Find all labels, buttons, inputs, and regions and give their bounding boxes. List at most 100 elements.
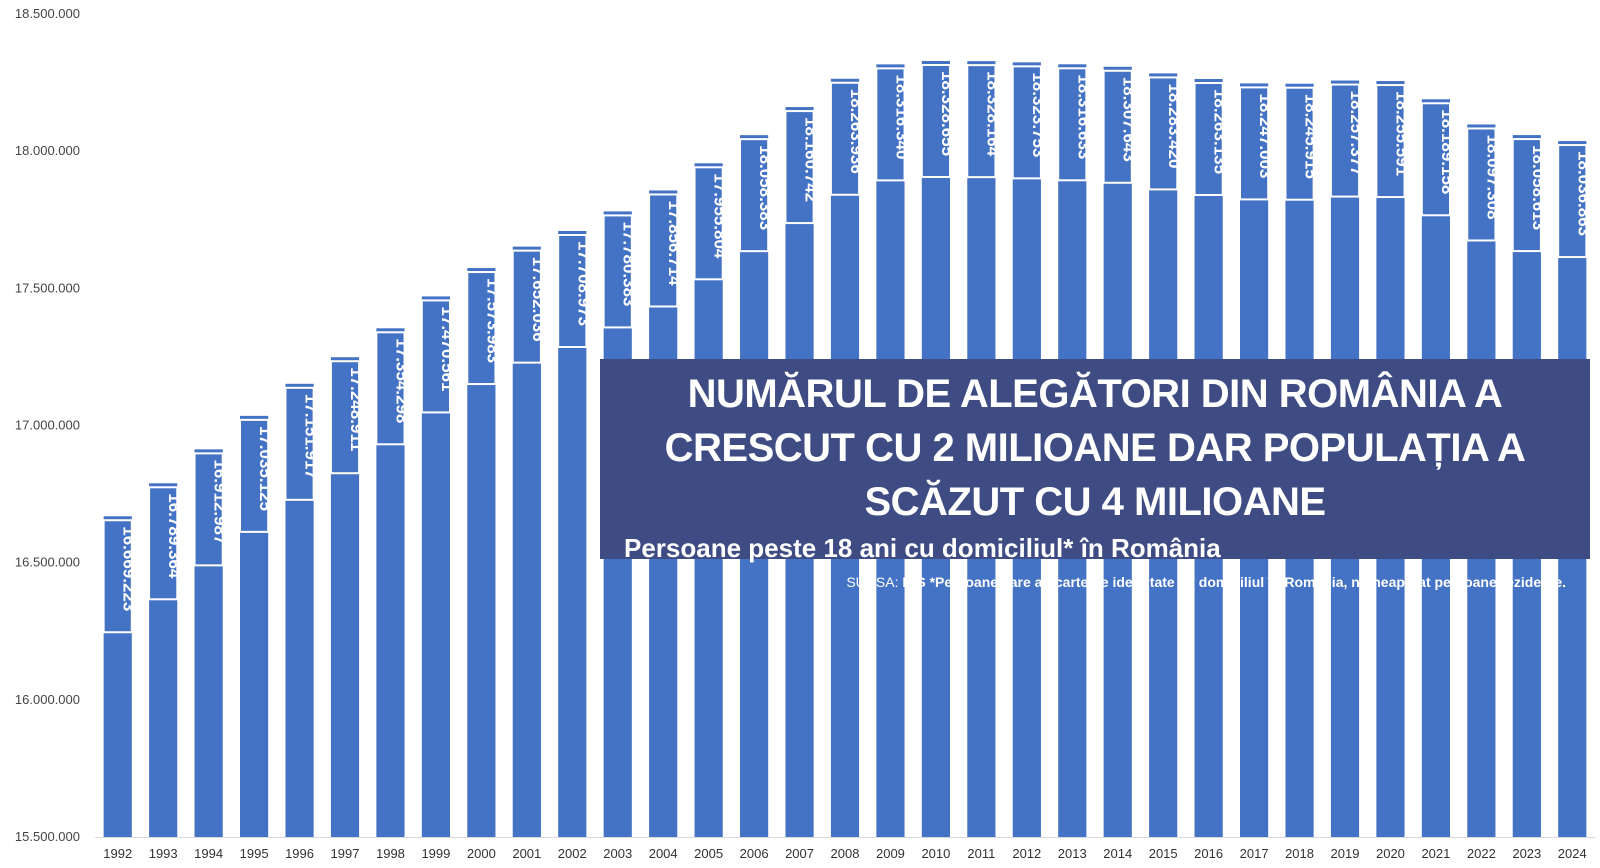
x-tick-label: 1997 [331, 846, 360, 861]
bar-value-label: 18.160.742 [784, 110, 821, 225]
x-tick-label: 1994 [194, 846, 223, 861]
bar-value-label-text: 18.058.613 [1529, 145, 1548, 230]
x-tick-label: 2013 [1058, 846, 1087, 861]
bar-value-label-box [1284, 86, 1315, 201]
x-tick-label: 2016 [1194, 846, 1223, 861]
bar-value-label-text: 18.328.164 [983, 71, 1002, 157]
x-tick-label: 2021 [1421, 846, 1450, 861]
x-axis: 1992 1993 1994 1995 1996 1997 1998 1999 2000 2001… [95, 837, 1595, 861]
bar-value-label-box [1375, 84, 1406, 199]
bar-value-label-text: 17.856.714 [665, 200, 684, 286]
y-tick-label: 18.500.000 [15, 6, 80, 21]
bar-value-label-text: 17.248.911 [347, 367, 366, 451]
x-tick-label: 2004 [649, 846, 678, 861]
x-tick-label: 2018 [1285, 846, 1314, 861]
bar-value-label-box [284, 386, 315, 501]
bar-value-label: 18.316.340 [875, 67, 911, 182]
x-tick-label: 1999 [421, 846, 450, 861]
bar-value-label-text: 18.263.936 [847, 89, 866, 174]
bar-value-labels: 16.669.223 16.789.364 16.912.987 17.035.125… [102, 64, 1593, 634]
bar-value-label-box [193, 452, 224, 567]
bar-value-label: 18.316.633 [1057, 67, 1093, 182]
bar-value-label-text: 18.328.655 [938, 71, 957, 156]
bar-value-label: 18.328.655 [920, 64, 957, 179]
bar-value-label-box [1102, 69, 1133, 184]
bar-value-label-box [1511, 138, 1542, 253]
x-tick-label: 2011 [967, 846, 995, 861]
x-tick-label: 2014 [1103, 846, 1132, 861]
x-tick-label: 2001 [512, 846, 541, 861]
bar-value-label-box [375, 331, 406, 446]
x-tick-label: 2003 [603, 846, 632, 861]
bar-value-label-text: 18.036.863 [1574, 151, 1593, 236]
bar-value-label: 17.035.125 [239, 418, 275, 533]
bar-value-label-box [102, 519, 133, 634]
bar-value-label-box [1420, 102, 1452, 217]
bar-value-label: 17.856.714 [648, 193, 684, 308]
x-tick-label: 2007 [785, 846, 814, 861]
bar-value-label: 17.248.911 [329, 360, 366, 475]
x-tick-label: 1996 [285, 846, 314, 861]
bar-value-label-box [466, 271, 497, 386]
bar-value-label: 17.354.298 [375, 331, 411, 446]
bar-value-label-box [920, 64, 951, 179]
bar-value-label-text: 18.245.915 [1302, 94, 1321, 179]
bar-value-label-text: 18.097.308 [1483, 134, 1502, 219]
bar-value-label-box [329, 360, 361, 475]
bar-value-label: 18.255.591 [1375, 84, 1411, 199]
source-name: INS [902, 574, 926, 590]
bar-value-label-text: 18.316.633 [1074, 74, 1093, 159]
y-tick-label: 15.500.000 [15, 829, 80, 844]
x-tick-label: 2023 [1512, 846, 1541, 861]
x-tick-label: 2008 [831, 846, 860, 861]
bar-value-label: 18.058.613 [1511, 138, 1548, 253]
bar-value-label: 18.097.308 [1466, 127, 1502, 242]
y-tick-label: 17.000.000 [15, 418, 80, 433]
bar-value-label-box [1466, 127, 1497, 242]
bar-value-label: 18.257.377 [1329, 83, 1366, 198]
y-tick-label: 18.000.000 [15, 143, 80, 158]
bar-value-label-box [602, 214, 633, 329]
bar-value-label-text: 18.255.591 [1392, 91, 1411, 176]
x-tick-label: 2020 [1376, 846, 1405, 861]
source-footnote: *Persoane care au carte de identitate cu… [925, 574, 1566, 590]
bar-value-label-box [1057, 67, 1088, 182]
bar-value-label: 18.247.003 [1239, 86, 1275, 201]
bar-value-label-box [829, 81, 861, 196]
bar-value-label: 18.283.420 [1148, 76, 1184, 191]
bar-value-label-text: 17.151.917 [302, 394, 321, 479]
x-tick-label: 1998 [376, 846, 405, 861]
x-tick-label: 2015 [1149, 846, 1178, 861]
bar-value-label: 18.263.135 [1193, 81, 1230, 196]
bar-value-label-box [966, 64, 997, 179]
y-axis: 15.500.000 16.000.000 16.500.000 17.000.000… [15, 6, 80, 844]
bar-value-label-box [875, 67, 906, 182]
bar-value-label-box [693, 166, 724, 281]
x-tick-label: 2000 [467, 846, 496, 861]
bar-value-label: 17.652.036 [511, 249, 548, 364]
bar-value-label: 18.036.863 [1557, 144, 1593, 259]
bar-value-label: 18.307.643 [1102, 69, 1139, 184]
bar-value-label-box [1557, 144, 1588, 259]
bar-value-label: 18.245.915 [1284, 86, 1321, 201]
bar-value-label-text: 17.354.298 [392, 338, 411, 423]
x-tick-label: 2010 [921, 846, 950, 861]
bar-value-label-text: 17.573.983 [483, 278, 502, 363]
x-tick-label: 2009 [876, 846, 905, 861]
bar-value-label-box [1193, 81, 1224, 196]
bar-value-label-text: 17.708.973 [574, 241, 593, 326]
bar-value-label: 17.955.804 [693, 166, 730, 281]
x-tick-label: 1992 [103, 846, 132, 861]
x-tick-label: 2005 [694, 846, 723, 861]
bar-value-label-text: 16.789.364 [165, 493, 184, 579]
bar-value-label: 18.058.383 [739, 138, 775, 253]
x-tick-label: 2024 [1558, 846, 1587, 861]
x-tick-label: 2019 [1331, 846, 1360, 861]
bar-value-label-text: 18.283.420 [1165, 83, 1184, 168]
chart-subtitle: Persoane peste 18 ani cu domiciliul* în … [624, 533, 1221, 563]
bar-value-label-text: 17.955.804 [711, 173, 730, 259]
bar-value-label-box [1011, 65, 1042, 180]
bar-value-label-box [511, 249, 542, 364]
bar-value-label-box [1239, 86, 1270, 201]
bar-value-label-box [1148, 76, 1179, 191]
